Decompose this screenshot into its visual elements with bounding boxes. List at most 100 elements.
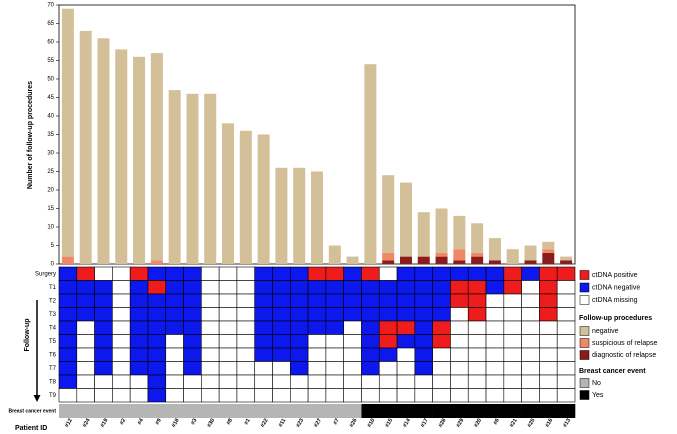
ctdna-cell xyxy=(414,307,433,322)
ctdna-cell xyxy=(112,307,131,322)
ctdna-cell xyxy=(521,361,540,376)
ctdna-cell xyxy=(290,266,309,281)
ctdna-cell xyxy=(272,388,291,403)
ctdna-cell xyxy=(325,280,344,295)
ctdna-cell xyxy=(290,361,309,376)
ctdna-cell xyxy=(556,334,576,349)
ctdna-cell xyxy=(343,347,362,362)
patient-id: #22 xyxy=(260,418,270,429)
ctdna-cell xyxy=(325,388,344,403)
event-cell xyxy=(414,404,433,418)
ctdna-cell xyxy=(236,347,256,362)
ctdna-cell xyxy=(58,334,78,349)
ctdna-cell xyxy=(183,361,202,376)
ctdna-cell xyxy=(467,320,487,335)
ctdna-cell xyxy=(272,347,291,362)
bar-segment xyxy=(204,93,217,264)
ctdna-cell xyxy=(58,293,78,308)
ctdna-cell xyxy=(254,374,273,389)
ctdna-cell xyxy=(165,374,184,389)
ctdna-cell xyxy=(503,307,522,322)
ctdna-cell xyxy=(556,307,576,322)
event-cell xyxy=(503,404,522,418)
legend-swatch xyxy=(579,270,590,280)
ctdna-cell xyxy=(432,280,451,295)
ctdna-cell xyxy=(503,388,522,403)
row-label: T2 xyxy=(49,298,57,304)
ctdna-cell xyxy=(218,307,238,322)
y-tick-label: 30 xyxy=(47,151,54,157)
event-cell xyxy=(165,404,184,418)
ctdna-cell xyxy=(432,347,451,362)
ctdna-cell xyxy=(236,320,256,335)
ctdna-cell xyxy=(432,293,451,308)
patient-id: #8 xyxy=(226,418,234,426)
ctdna-cell xyxy=(414,388,433,403)
patient-id: #18 xyxy=(171,418,181,429)
row-label: T5 xyxy=(49,339,57,345)
bar-segment xyxy=(506,249,519,264)
patient-id: #2 xyxy=(119,418,127,426)
ctdna-cell xyxy=(556,293,576,308)
ctdna-cell xyxy=(556,266,576,281)
patient-id: #16 xyxy=(545,418,555,429)
ctdna-cell xyxy=(432,374,451,389)
ctdna-cell xyxy=(467,293,487,308)
bar-segment xyxy=(471,223,484,253)
ctdna-cell xyxy=(325,320,344,335)
bar-segment xyxy=(97,38,110,264)
ctdna-cell xyxy=(307,361,327,376)
ctdna-cell xyxy=(485,334,505,349)
bar-segment xyxy=(488,238,501,261)
ctdna-cell xyxy=(236,334,256,349)
ctdna-cell xyxy=(539,293,558,308)
ctdna-cell xyxy=(556,388,576,403)
ctdna-cell xyxy=(290,374,309,389)
ctdna-cell xyxy=(396,266,416,281)
ctdna-cell xyxy=(378,374,398,389)
ctdna-cell xyxy=(290,307,309,322)
ctdna-cell xyxy=(556,374,576,389)
ctdna-cell xyxy=(218,280,238,295)
ctdna-cell xyxy=(236,361,256,376)
ctdna-cell xyxy=(432,320,451,335)
ctdna-cell xyxy=(343,266,362,281)
ctdna-cell xyxy=(290,293,309,308)
ctdna-cell xyxy=(58,320,78,335)
ctdna-cell xyxy=(539,361,558,376)
bar-segment xyxy=(560,256,573,261)
follow-up-arrowhead xyxy=(33,395,41,402)
ctdna-cell xyxy=(361,347,380,362)
bar-segment xyxy=(435,208,448,253)
ctdna-cell xyxy=(378,361,398,376)
ctdna-cell xyxy=(485,280,505,295)
ctdna-cell xyxy=(414,374,433,389)
ctdna-cell xyxy=(112,347,131,362)
bar-segment xyxy=(79,30,92,265)
ctdna-cell xyxy=(147,334,167,349)
ctdna-cell xyxy=(236,388,256,403)
ctdna-cell xyxy=(58,266,78,281)
ctdna-cell xyxy=(201,334,220,349)
ctdna-cell xyxy=(201,307,220,322)
y-tick-label: 65 xyxy=(47,21,54,27)
ctdna-cell xyxy=(556,280,576,295)
ctdna-cell xyxy=(183,347,202,362)
ctdna-cell xyxy=(165,280,184,295)
y-tick-label: 50 xyxy=(47,77,54,83)
ctdna-cell xyxy=(272,293,291,308)
ctdna-cell xyxy=(467,266,487,281)
ctdna-cell xyxy=(94,280,113,295)
ctdna-cell xyxy=(183,307,202,322)
event-cell xyxy=(272,404,291,418)
ctdna-cell xyxy=(236,293,256,308)
patient-id: #20 xyxy=(473,418,483,429)
y-tick-label: 70 xyxy=(47,3,54,9)
ctdna-cell xyxy=(307,388,327,403)
ctdna-cell xyxy=(521,334,540,349)
patient-id: #3 xyxy=(190,418,198,426)
ctdna-cell xyxy=(343,388,362,403)
ctdna-cell xyxy=(272,361,291,376)
ctdna-cell xyxy=(76,320,95,335)
patient-id: #6 xyxy=(493,418,501,426)
